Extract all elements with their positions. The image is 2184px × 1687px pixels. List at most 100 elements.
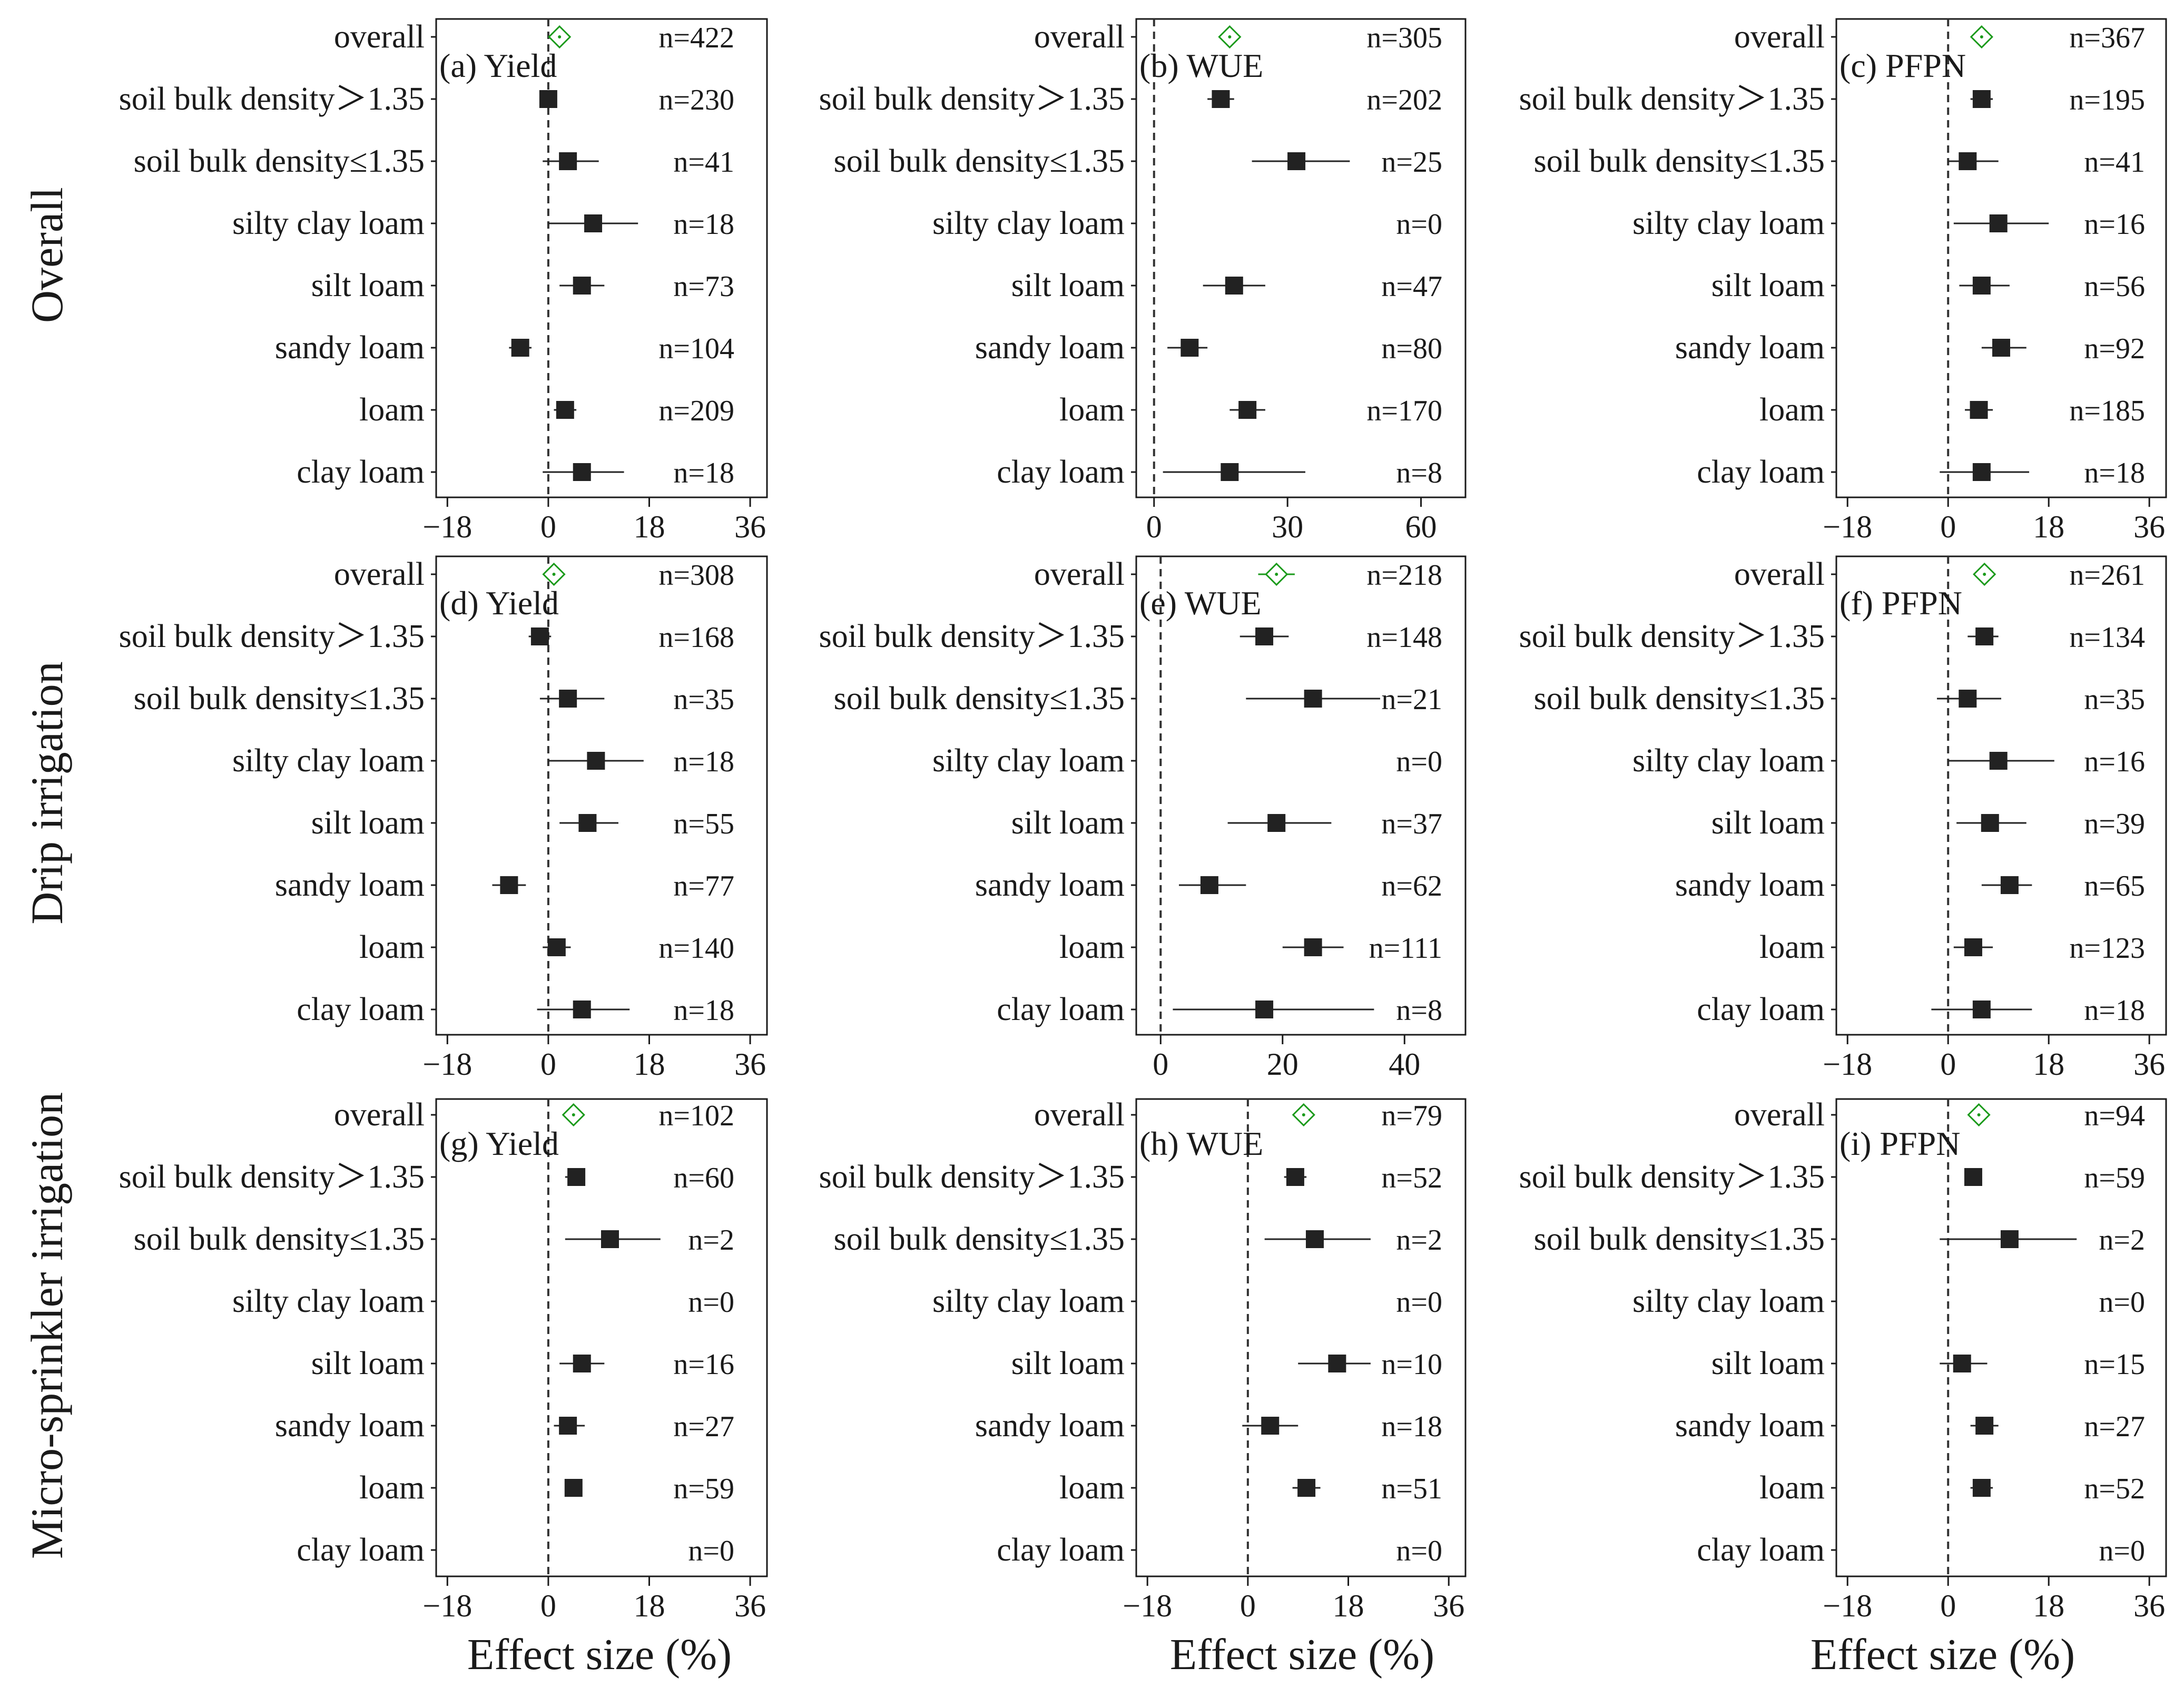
x-tick-label: 20: [1267, 1047, 1298, 1082]
effect-point-loam: [1304, 938, 1322, 956]
sample-size-silty-clay-loam: n=0: [1396, 1286, 1442, 1319]
category-label-sandy-loam: sandy loam: [975, 330, 1125, 366]
sample-size-sandy-loam: n=104: [658, 332, 734, 365]
sample-size-bulk-density-le-1-35: n=2: [2099, 1224, 2145, 1257]
panel-label: (i) PFPN: [1839, 1125, 1960, 1162]
effect-point-bulk-density-le-1-35: [1305, 1230, 1324, 1248]
x-tick-label: 0: [1153, 1047, 1168, 1082]
sample-size-bulk-density-gt-1-35: n=168: [658, 621, 734, 654]
sample-size-bulk-density-gt-1-35: n=134: [2069, 621, 2145, 654]
panel-g: −18 0 18 36 (g) Yield overall n=102 soil bulk d…: [119, 1097, 768, 1623]
overall-effect-center: [1983, 573, 1986, 576]
overall-effect-center: [558, 35, 562, 38]
category-label-loam: loam: [1759, 1470, 1825, 1506]
sample-size-bulk-density-le-1-35: n=25: [1381, 146, 1442, 179]
sample-size-overall: n=79: [1381, 1100, 1442, 1132]
sample-size-loam: n=185: [2069, 395, 2145, 427]
sample-size-silty-clay-loam: n=0: [1396, 208, 1442, 241]
panel-frame: [1135, 18, 1467, 498]
category-label-silty-clay-loam: silty clay loam: [932, 1283, 1125, 1319]
panel-frame: [1835, 1098, 2167, 1577]
category-label-bulk-density-gt-1-35: soil bulk density＞1.35: [1519, 619, 1825, 654]
sample-size-silt-loam: n=47: [1381, 270, 1442, 303]
category-label-silty-clay-loam: silty clay loam: [232, 743, 425, 779]
x-tick-label: 36: [2133, 509, 2165, 544]
category-label-sandy-loam: sandy loam: [275, 867, 425, 903]
effect-point-sandy-loam: [2000, 876, 2019, 894]
x-tick-label: 18: [633, 1047, 665, 1082]
sample-size-bulk-density-gt-1-35: n=59: [2084, 1162, 2145, 1194]
sample-size-silt-loam: n=55: [673, 808, 734, 840]
x-axis-label-middle: Effect size (%): [1170, 1630, 1434, 1679]
sample-size-clay-loam: n=18: [2084, 457, 2145, 489]
effect-point-bulk-density-le-1-35: [2000, 1230, 2019, 1248]
effect-point-bulk-density-gt-1-35: [530, 627, 549, 645]
sample-size-overall: n=102: [658, 1100, 734, 1132]
category-label-bulk-density-gt-1-35: soil bulk density＞1.35: [819, 619, 1125, 654]
x-tick-label: −18: [422, 1588, 472, 1623]
effect-point-bulk-density-le-1-35: [1959, 690, 1977, 708]
category-label-loam: loam: [359, 929, 425, 965]
x-tick-label: 0: [1240, 1588, 1256, 1623]
panel-label: (d) Yield: [439, 584, 559, 622]
sample-size-silty-clay-loam: n=0: [2099, 1286, 2145, 1319]
sample-size-overall: n=367: [2069, 22, 2145, 54]
panel-d: −18 0 18 36 (d) Yield overall n=308 soil bulk d…: [119, 555, 768, 1082]
category-label-overall: overall: [1034, 1097, 1125, 1133]
effect-point-loam: [1964, 938, 1982, 956]
x-tick-label: 36: [734, 509, 766, 544]
panel-frame: [1135, 555, 1467, 1036]
panel-frame: [435, 18, 768, 498]
sample-size-sandy-loam: n=27: [673, 1410, 734, 1443]
sample-size-loam: n=123: [2069, 932, 2145, 965]
x-tick-label: 0: [1940, 1047, 1956, 1082]
sample-size-bulk-density-gt-1-35: n=148: [1366, 621, 1442, 654]
effect-point-silty-clay-loam: [587, 752, 605, 770]
category-label-loam: loam: [1059, 1470, 1125, 1506]
category-label-sandy-loam: sandy loam: [1675, 1408, 1825, 1444]
category-label-bulk-density-gt-1-35: soil bulk density＞1.35: [1519, 81, 1825, 117]
effect-point-sandy-loam: [1992, 339, 2010, 357]
category-label-clay-loam: clay loam: [997, 1532, 1125, 1568]
panel-frame: [1835, 555, 2167, 1036]
sample-size-silt-loam: n=15: [2084, 1348, 2145, 1381]
panel-e: 0 20 40 (e) WUE overall n=218 soil bulk densit…: [819, 555, 1467, 1082]
x-tick-label: 0: [1940, 1588, 1956, 1623]
category-label-overall: overall: [334, 19, 425, 55]
category-label-silty-clay-loam: silty clay loam: [232, 205, 425, 241]
category-label-bulk-density-le-1-35: soil bulk density≤1.35: [834, 681, 1125, 717]
effect-point-bulk-density-le-1-35: [1287, 152, 1306, 170]
category-label-overall: overall: [1034, 556, 1125, 592]
sample-size-silt-loam: n=10: [1381, 1348, 1442, 1381]
x-tick-label: 36: [734, 1588, 766, 1623]
x-tick-label: 18: [2033, 509, 2064, 544]
sample-size-silty-clay-loam: n=0: [1396, 746, 1442, 778]
x-tick-label: 18: [2033, 1047, 2064, 1082]
sample-size-clay-loam: n=8: [1396, 994, 1442, 1027]
x-tick-label: 0: [1146, 509, 1162, 544]
x-tick-label: 36: [2133, 1588, 2165, 1623]
panel-f: −18 0 18 36 (f) PFPN overall n=261 soil bulk de…: [1519, 555, 2167, 1082]
effect-point-silt-loam: [1953, 1355, 1971, 1372]
effect-point-silty-clay-loam: [1989, 752, 2008, 770]
sample-size-clay-loam: n=0: [2099, 1535, 2145, 1567]
category-label-bulk-density-gt-1-35: soil bulk density＞1.35: [819, 81, 1125, 117]
category-label-silt-loam: silt loam: [1711, 268, 1825, 303]
category-label-clay-loam: clay loam: [297, 1532, 425, 1568]
x-tick-label: 18: [633, 1588, 665, 1623]
category-label-clay-loam: clay loam: [1697, 1532, 1825, 1568]
effect-point-silty-clay-loam: [584, 214, 603, 232]
x-tick-label: 40: [1389, 1047, 1420, 1082]
x-tick-label: 36: [734, 1047, 766, 1082]
effect-point-silt-loam: [1267, 814, 1286, 832]
category-label-bulk-density-le-1-35: soil bulk density≤1.35: [134, 143, 425, 179]
sample-size-bulk-density-gt-1-35: n=195: [2069, 84, 2145, 116]
category-label-overall: overall: [1734, 556, 1825, 592]
panel-label: (b) WUE: [1139, 47, 1263, 84]
category-label-bulk-density-le-1-35: soil bulk density≤1.35: [1534, 1221, 1825, 1257]
sample-size-overall: n=218: [1366, 559, 1442, 592]
category-label-clay-loam: clay loam: [1697, 992, 1825, 1027]
panel-frame: [435, 555, 768, 1036]
effect-point-sandy-loam: [559, 1417, 577, 1435]
effect-point-silt-loam: [578, 814, 597, 832]
